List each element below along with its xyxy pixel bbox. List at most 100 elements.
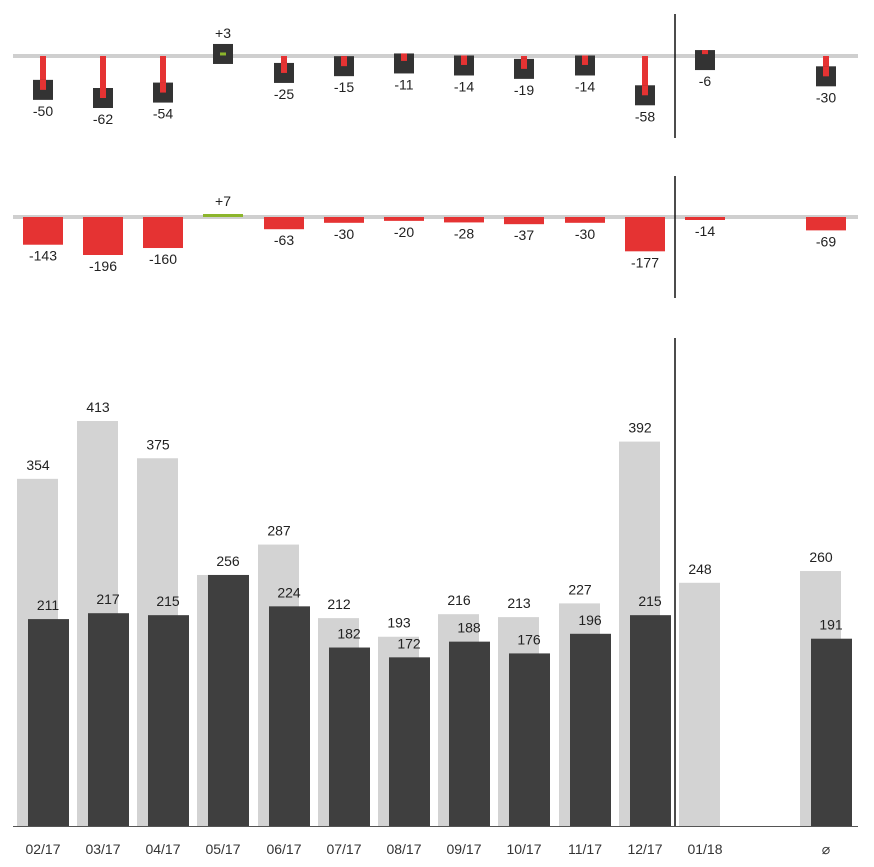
abs-variance-label: -14 (695, 223, 715, 239)
actual-value-label: 256 (216, 553, 240, 569)
rel-variance-pin-inner (281, 62, 287, 73)
abs-variance-bar (504, 217, 544, 225)
rel-variance-pin-inner (160, 82, 166, 93)
x-tick-label: 01/18 (687, 841, 722, 857)
rel-variance-label: -14 (454, 78, 474, 94)
actual-value-label: 215 (156, 593, 180, 609)
rel-variance-marker (575, 55, 595, 76)
plan-value-label: 354 (26, 457, 50, 473)
rel-variance-label: -54 (153, 106, 173, 122)
actual-bar (449, 641, 490, 826)
rel-variance-pin-inner (823, 66, 829, 77)
abs-variance-label: -37 (514, 227, 534, 243)
plan-value-label: 392 (628, 420, 652, 436)
actual-value-label: 215 (638, 593, 662, 609)
actual-bar (570, 633, 611, 826)
actual-value-label: 172 (397, 635, 421, 651)
abs-variance-bar (444, 217, 484, 223)
rel-variance-pin-inner (521, 58, 527, 69)
abs-variance-label: -177 (631, 254, 659, 270)
plan-value-label: 375 (146, 436, 170, 452)
abs-variance-label: -28 (454, 225, 474, 241)
plan-value-label: 227 (568, 581, 592, 597)
plan-value-label: 193 (387, 615, 411, 631)
actual-value-label: 196 (578, 612, 602, 628)
plan-value-label: 216 (447, 592, 471, 608)
rel-variance-label: +3 (215, 25, 231, 41)
rel-variance-label: -6 (699, 73, 712, 89)
abs-variance-label: -160 (149, 251, 177, 267)
x-tick-label: 10/17 (506, 841, 541, 857)
x-tick-label: 06/17 (266, 841, 301, 857)
abs-variance-label: -30 (334, 226, 354, 242)
rel-variance-pin-inner (582, 55, 588, 65)
plan-value-label: 413 (86, 399, 110, 415)
rel-variance-pin (100, 56, 106, 98)
abs-variance-bar (264, 217, 304, 230)
actual-value-label: 211 (37, 597, 60, 613)
abs-variance-label: -196 (89, 258, 117, 274)
abs-variance-bar (685, 217, 725, 220)
abs-variance-label: -69 (816, 233, 836, 249)
rel-variance-pin (642, 56, 648, 96)
abs-variance-label: -63 (274, 232, 294, 248)
abs-variance-label: +7 (215, 193, 231, 209)
actual-bar (509, 653, 550, 826)
rel-variance-label: -25 (274, 86, 294, 102)
x-tick-label: 12/17 (627, 841, 662, 857)
actual-value-label: 224 (277, 584, 301, 600)
x-tick-label: 07/17 (326, 841, 361, 857)
rel-variance-label: -58 (635, 108, 655, 124)
rel-variance-pin (823, 56, 829, 77)
rel-variance-label: -19 (514, 82, 534, 98)
rel-variance-pin-inner (100, 88, 106, 98)
actual-bar (28, 619, 69, 826)
actual-value-label: 217 (96, 591, 120, 607)
actual-bar (208, 574, 249, 826)
actual-bar (389, 657, 430, 826)
abs-variance-label: -143 (29, 248, 57, 264)
rel-variance-pin (160, 56, 166, 93)
rel-variance-pin-inner (341, 56, 347, 67)
abs-variance-bar (625, 217, 665, 252)
actual-bar (88, 613, 129, 826)
x-tick-label: 09/17 (446, 841, 481, 857)
rel-variance-label: -11 (394, 76, 413, 92)
abs-variance-bar (143, 217, 183, 249)
abs-variance-bar (806, 217, 846, 231)
rel-variance-pin-inner (642, 85, 648, 96)
plan-value-label: 287 (267, 523, 291, 539)
plan-value-label: 213 (507, 595, 531, 611)
x-tick-label: 08/17 (386, 841, 421, 857)
x-tick-label: ⌀ (822, 841, 830, 857)
plan-value-label: 260 (809, 549, 833, 565)
rel-variance-pin (40, 56, 46, 90)
rel-variance-label: -14 (575, 78, 595, 94)
rel-variance-marker (454, 55, 474, 76)
rel-variance-pin-inner (40, 79, 46, 90)
rel-variance-label: -30 (816, 89, 836, 105)
actual-value-label: 188 (457, 620, 481, 636)
abs-variance-bar (23, 217, 63, 245)
actual-value-label: 191 (819, 617, 843, 633)
rel-variance-label: -50 (33, 103, 53, 119)
abs-variance-bar (83, 217, 123, 255)
rel-variance-pin-inner (702, 50, 708, 55)
x-tick-label: 04/17 (145, 841, 180, 857)
x-tick-label: 02/17 (25, 841, 60, 857)
actual-bar (148, 615, 189, 826)
x-tick-label: 05/17 (205, 841, 240, 857)
abs-variance-label: -30 (575, 226, 595, 242)
abs-variance-bar (324, 217, 364, 223)
abs-variance-label: -20 (394, 224, 414, 240)
actual-bar (811, 638, 852, 826)
actual-value-label: 176 (517, 631, 541, 647)
rel-variance-pin (220, 52, 226, 56)
rel-variance-marker (394, 53, 414, 74)
actual-bar (329, 647, 370, 826)
abs-variance-bar (565, 217, 605, 223)
actual-bar (630, 615, 671, 826)
rel-variance-label: -62 (93, 111, 113, 127)
abs-variance-bar (384, 217, 424, 221)
